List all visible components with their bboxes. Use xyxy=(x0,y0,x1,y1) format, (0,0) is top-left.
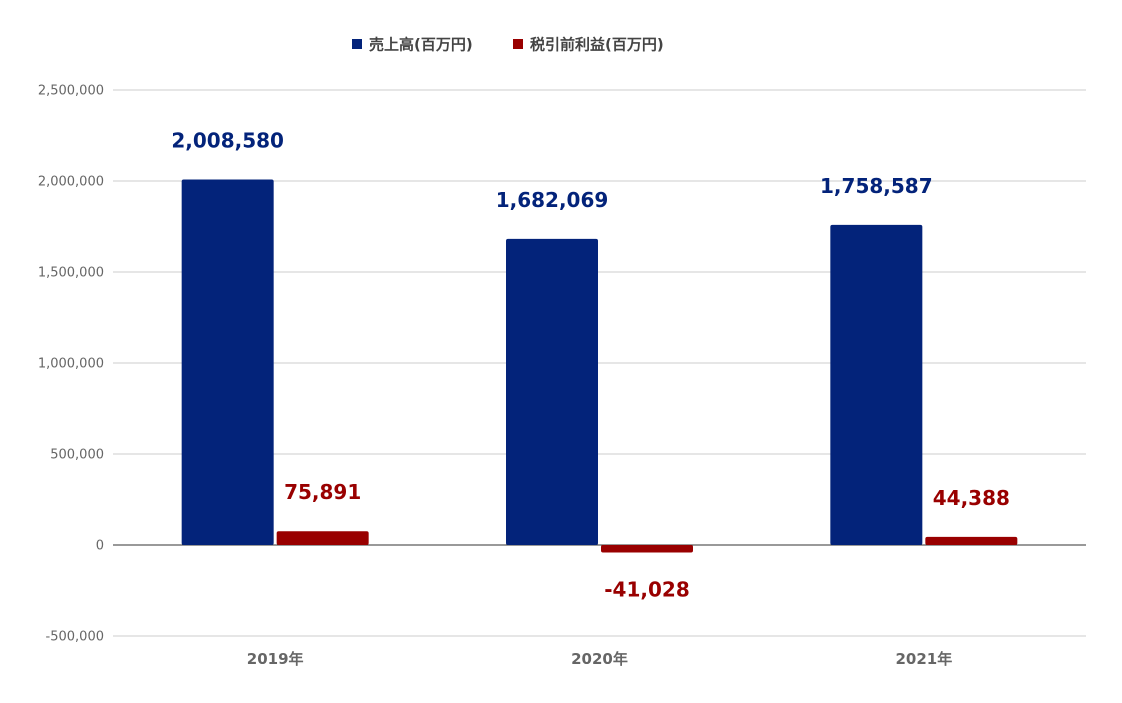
gridlines xyxy=(113,89,1086,637)
bar-pretax-profit-1 xyxy=(601,545,693,553)
bar-sales-1 xyxy=(506,238,598,545)
y-tick-label: 0 xyxy=(96,539,104,554)
bars xyxy=(181,179,1018,553)
y-tick-label: -500,000 xyxy=(46,630,104,645)
bar-pretax-profit-0 xyxy=(276,531,369,545)
legend-label-sales: 売上高(百万円) xyxy=(369,36,473,54)
bar-sales-0 xyxy=(181,179,274,545)
y-tick-label: 500,000 xyxy=(50,448,104,463)
legend-swatch-sales xyxy=(352,39,362,49)
x-tick-label: 2019年 xyxy=(247,650,304,668)
y-tick-label: 1,000,000 xyxy=(38,357,104,372)
bar-pretax-profit-2 xyxy=(925,536,1018,545)
data-labels: 2,008,580 75,891 1,682,069 -41,028 1,758,587… xyxy=(171,128,1010,601)
x-tick-label: 2021年 xyxy=(895,650,952,668)
data-label-pretax-profit-2: 44,388 xyxy=(933,486,1010,510)
x-axis: 2019年 2020年 2021年 xyxy=(247,650,952,668)
legend: 売上高(百万円) 税引前利益(百万円) xyxy=(352,36,664,54)
x-tick-label: 2020年 xyxy=(571,650,628,668)
legend-label-pretax-profit: 税引前利益(百万円) xyxy=(530,36,664,54)
y-tick-label: 2,000,000 xyxy=(38,175,104,190)
data-label-pretax-profit-1: -41,028 xyxy=(604,577,689,601)
data-label-sales-1: 1,682,069 xyxy=(496,188,609,212)
bar-sales-2 xyxy=(830,224,923,545)
y-axis: 2,500,000 2,000,000 1,500,000 1,000,000 500,… xyxy=(38,84,104,645)
y-tick-label: 2,500,000 xyxy=(38,84,104,99)
legend-swatch-pretax-profit xyxy=(513,39,523,49)
data-label-sales-2: 1,758,587 xyxy=(820,174,933,198)
data-label-pretax-profit-0: 75,891 xyxy=(284,480,361,504)
data-label-sales-0: 2,008,580 xyxy=(171,128,284,152)
y-tick-label: 1,500,000 xyxy=(38,266,104,281)
